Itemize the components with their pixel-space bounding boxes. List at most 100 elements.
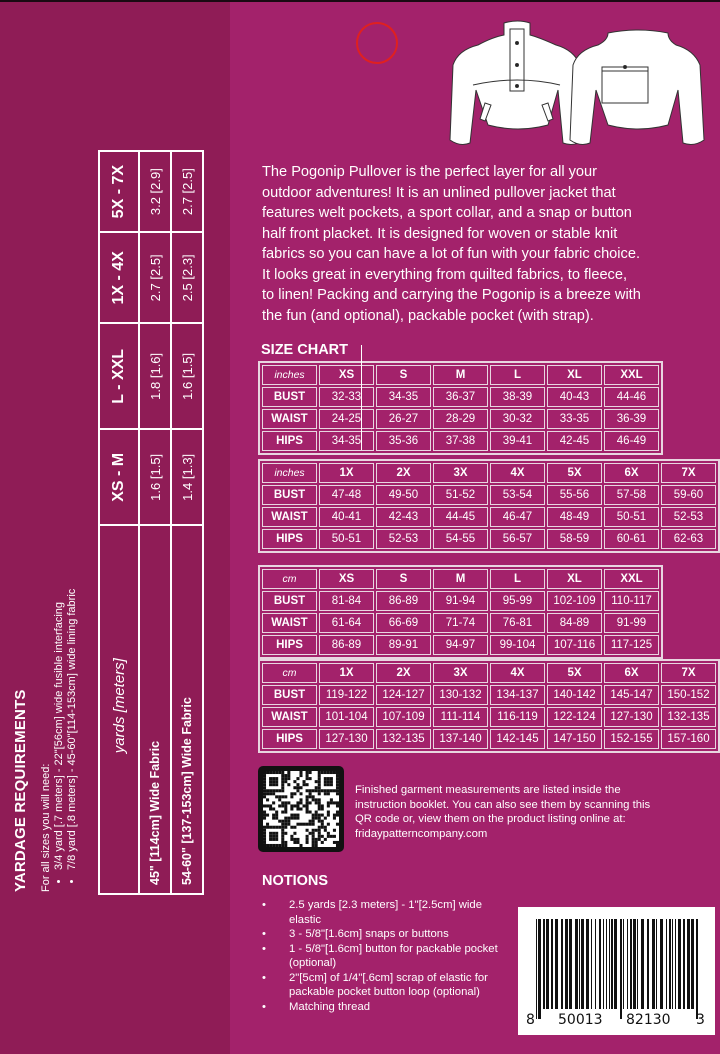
measurement-value: 119-122 — [319, 685, 374, 705]
measurement-value: 51-52 — [433, 485, 488, 505]
unit-label: cm — [262, 663, 317, 683]
yardage-header-cell: XS - M — [99, 429, 139, 526]
notion-item: 3 - 5/8"[1.6cm] snaps or buttons — [262, 927, 507, 942]
description-line: the fun (and optional), packable pocket … — [262, 307, 594, 324]
yardage-header-cell: 1X - 4X — [99, 232, 139, 324]
yardage-title: YARDAGE REQUIREMENTS — [12, 689, 29, 892]
qr-info-line: Finished garment measurements are listed… — [355, 784, 621, 796]
description-line: The Pogonip Pullover is the perfect laye… — [262, 164, 598, 180]
size-table-inches: inches 1X 2X 3X 4X 5X 6X 7X BUST 47-48 49-50 51-52 5… — [258, 459, 720, 553]
measurement-value: 55-56 — [547, 485, 602, 505]
jacket-front-icon — [449, 20, 585, 145]
qr-info-text: Finished garment measurements are listed… — [355, 783, 650, 841]
size-header: S — [376, 569, 431, 589]
size-row: HIPS 86-89 89-91 94-97 99-104 107-116 117-125 — [262, 635, 659, 655]
measurement-value: 107-116 — [547, 635, 602, 655]
measurement-label: WAIST — [262, 409, 317, 429]
measurement-value: 130-132 — [433, 685, 488, 705]
measurement-value: 71-74 — [433, 613, 488, 633]
yardage-requirements: YARDAGE REQUIREMENTS For all sizes you w… — [0, 150, 230, 900]
description-line: fabrics so you can have a lot of fun wit… — [262, 246, 641, 262]
size-chart-title: SIZE CHART — [261, 342, 348, 358]
yardage-item: 7/8 yard [.8 meters] - 45-60"[114-153cm]… — [66, 589, 79, 870]
measurement-value: 35-36 — [376, 431, 431, 451]
measurement-value: 24-25 — [319, 409, 374, 429]
size-header-row: inches 1X 2X 3X 4X 5X 6X 7X — [262, 463, 716, 483]
size-header: 5X — [547, 663, 602, 683]
size-table-cm: cm 1X 2X 3X 4X 5X 6X 7X BUST 119-122 124-127 130-13… — [258, 659, 720, 753]
measurement-value: 84-89 — [547, 613, 602, 633]
size-header: 4X — [490, 463, 545, 483]
size-header: L — [490, 569, 545, 589]
measurement-value: 39-41 — [490, 431, 545, 451]
yardage-intro-text: For all sizes you will need: — [40, 763, 52, 892]
size-row: WAIST 101-104 107-109 111-114 116-119 122-124… — [262, 707, 716, 727]
measurement-value: 52-53 — [376, 529, 431, 549]
description-line: half front placket. It is designed for w… — [262, 225, 618, 242]
size-header-row: cm 1X 2X 3X 4X 5X 6X 7X — [262, 663, 716, 683]
size-header: S — [376, 365, 431, 385]
yardage-cell: 1.4 [1.3] — [171, 429, 203, 526]
measurement-value: 33-35 — [547, 409, 602, 429]
measurement-value: 76-81 — [490, 613, 545, 633]
measurement-value: 59-60 — [661, 485, 716, 505]
measurement-value: 86-89 — [376, 591, 431, 611]
measurement-value: 53-54 — [490, 485, 545, 505]
measurement-value: 57-58 — [604, 485, 659, 505]
qr-code-icon[interactable] — [258, 766, 344, 852]
measurement-value: 34-35 — [319, 431, 374, 451]
measurement-value: 110-117 — [604, 591, 659, 611]
size-header: 6X — [604, 663, 659, 683]
pattern-description: The Pogonip Pullover is the perfect laye… — [262, 162, 641, 326]
size-header: 5X — [547, 463, 602, 483]
text-cursor-line — [361, 345, 362, 450]
yardage-cell: 2.7 [2.5] — [171, 151, 203, 233]
size-row: WAIST 40-41 42-43 44-45 46-47 48-49 50-51 52-53 — [262, 507, 716, 527]
measurement-value: 46-49 — [604, 431, 659, 451]
size-header: M — [433, 365, 488, 385]
measurement-label: HIPS — [262, 529, 317, 549]
measurement-value: 47-48 — [319, 485, 374, 505]
notions-title: NOTIONS — [262, 873, 329, 889]
measurement-value: 44-45 — [433, 507, 488, 527]
measurement-value: 42-45 — [547, 431, 602, 451]
measurement-value: 95-99 — [490, 591, 545, 611]
measurement-value: 102-109 — [547, 591, 602, 611]
unit-label: inches — [262, 365, 317, 385]
measurement-value: 40-43 — [547, 387, 602, 407]
measurement-value: 48-49 — [547, 507, 602, 527]
measurement-value: 117-125 — [604, 635, 659, 655]
measurement-value: 61-64 — [319, 613, 374, 633]
website-link[interactable]: fridaypatterncompany.com — [355, 827, 488, 840]
size-header: 1X — [319, 463, 374, 483]
size-row: WAIST 24-25 26-27 28-29 30-32 33-35 36-39 — [262, 409, 659, 429]
measurement-label: WAIST — [262, 707, 317, 727]
measurement-value: 127-130 — [319, 729, 374, 749]
size-table-cm: cm XS S M L XL XXL BUST 81-84 86-89 91-94 95-99 102-… — [258, 565, 663, 659]
size-row: HIPS 34-35 35-36 37-38 39-41 42-45 46-49 — [262, 431, 659, 451]
measurement-label: BUST — [262, 485, 317, 505]
measurement-value: 111-114 — [433, 707, 488, 727]
size-header: L — [490, 365, 545, 385]
size-header-row: cm XS S M L XL XXL — [262, 569, 659, 589]
red-circle-marker — [356, 22, 398, 64]
notion-item: 2"[5cm] of 1/4"[.6cm] scrap of elastic f… — [262, 971, 507, 1000]
measurement-value: 152-155 — [604, 729, 659, 749]
measurement-value: 134-137 — [490, 685, 545, 705]
size-row: BUST 47-48 49-50 51-52 53-54 55-56 57-58 59-60 — [262, 485, 716, 505]
measurement-label: BUST — [262, 387, 317, 407]
qr-info-line: instruction booklet. You can also see th… — [355, 798, 651, 811]
measurement-value: 132-135 — [376, 729, 431, 749]
measurement-value: 54-55 — [433, 529, 488, 549]
measurement-value: 142-145 — [490, 729, 545, 749]
measurement-label: WAIST — [262, 507, 317, 527]
size-header: XS — [319, 365, 374, 385]
measurement-value: 81-84 — [319, 591, 374, 611]
yardage-cell: 54-60" [137-153cm] Wide Fabric — [171, 525, 203, 894]
yardage-cell: 1.6 [1.5] — [171, 323, 203, 430]
unit-label: inches — [262, 463, 317, 483]
measurement-value: 38-39 — [490, 387, 545, 407]
measurement-label: HIPS — [262, 635, 317, 655]
qr-info-line: QR code or, view them on the product lis… — [355, 813, 626, 825]
